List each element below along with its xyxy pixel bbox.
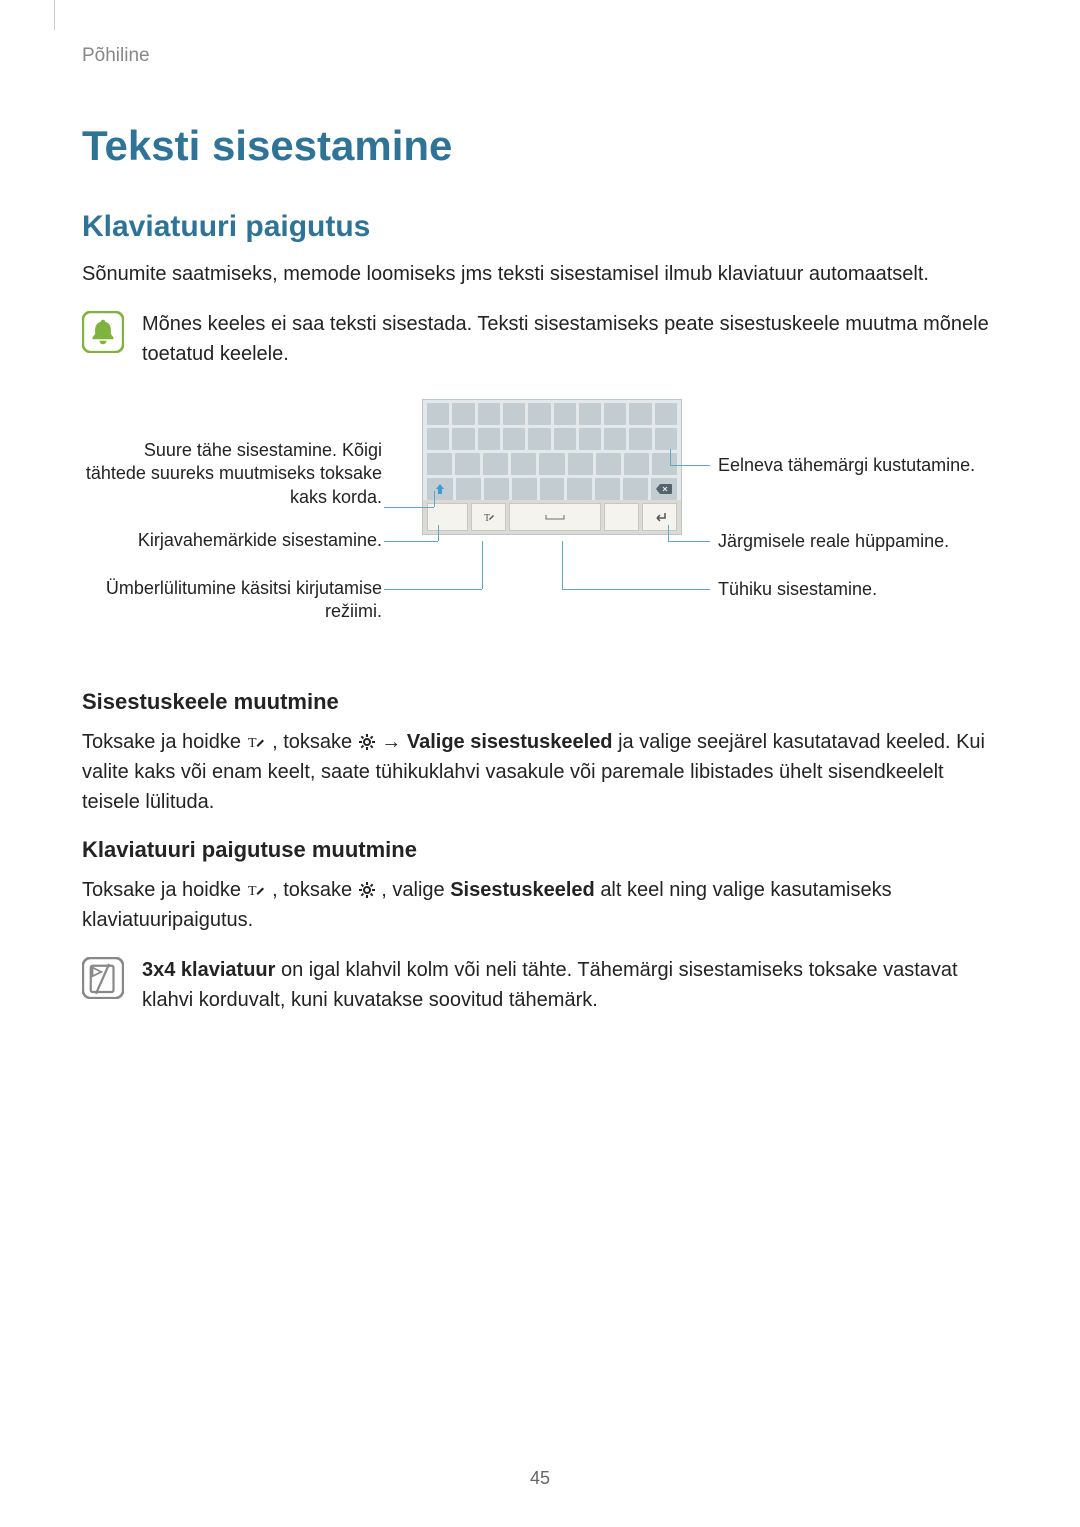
keyboard-key bbox=[554, 428, 576, 450]
keyboard-key bbox=[478, 428, 500, 450]
keyboard-key bbox=[624, 453, 649, 475]
handwriting-icon: T bbox=[247, 733, 267, 751]
text-fragment: , valige bbox=[381, 879, 450, 901]
keyboard-key bbox=[554, 403, 576, 425]
keyboard-key bbox=[512, 478, 537, 500]
callout-line bbox=[384, 507, 434, 508]
keyboard-key bbox=[478, 403, 500, 425]
callout-line bbox=[482, 541, 483, 589]
arrow-icon: → bbox=[381, 731, 407, 753]
page-number: 45 bbox=[0, 1468, 1080, 1489]
keyboard-key bbox=[484, 478, 509, 500]
keyboard-key bbox=[629, 428, 651, 450]
space-key bbox=[509, 503, 601, 531]
callout-line bbox=[668, 541, 710, 542]
callout-enter: Järgmisele reale hüppamine. bbox=[718, 530, 1038, 553]
keyboard-key bbox=[503, 428, 525, 450]
keyboard-key bbox=[579, 403, 601, 425]
callout-line bbox=[668, 525, 669, 541]
page-content: Põhiline Teksti sisestamine Klaviatuuri … bbox=[0, 0, 1080, 1015]
callout-line bbox=[562, 589, 710, 590]
keyboard-key bbox=[655, 428, 677, 450]
keyboard-key bbox=[629, 403, 651, 425]
callout-handwriting: Ümberlülitumine käsitsi kirjutamise reži… bbox=[82, 577, 382, 624]
keyboard-key bbox=[427, 428, 449, 450]
breadcrumb: Põhiline bbox=[82, 45, 998, 67]
subheading-input-language: Sisestuskeele muutmine bbox=[82, 689, 998, 715]
gear-icon bbox=[358, 733, 376, 751]
svg-text:T: T bbox=[484, 513, 490, 524]
backspace-key bbox=[651, 478, 677, 500]
enter-key bbox=[642, 503, 677, 531]
keyboard-key bbox=[596, 453, 621, 475]
function-row: T bbox=[423, 500, 681, 534]
keyboard-key bbox=[503, 403, 525, 425]
callout-backspace: Eelneva tähemärgi kustutamine. bbox=[718, 454, 1038, 477]
keyboard-key bbox=[595, 478, 620, 500]
callout-line bbox=[384, 541, 438, 542]
keyboard-key bbox=[579, 428, 601, 450]
keyboard-key bbox=[604, 428, 626, 450]
handwriting-icon: T bbox=[247, 881, 267, 899]
keyboard-key bbox=[456, 478, 481, 500]
note-text: Mõnes keeles ei saa teksti sisestada. Te… bbox=[142, 309, 998, 369]
keyboard-key bbox=[655, 403, 677, 425]
callout-symbols: Kirjavahemärkide sisestamine. bbox=[82, 529, 382, 552]
text-fragment: , toksake bbox=[272, 731, 358, 753]
note-text: 3x4 klaviatuur on igal klahvil kolm või … bbox=[142, 955, 998, 1015]
svg-text:T: T bbox=[248, 736, 257, 751]
keyboard-key bbox=[604, 403, 626, 425]
paragraph-input-language: Toksake ja hoidke T , toksake → Valige s… bbox=[82, 727, 998, 817]
callout-space: Tühiku sisestamine. bbox=[718, 578, 1038, 601]
callout-line bbox=[562, 541, 563, 589]
keyboard-graphic: T bbox=[422, 399, 682, 535]
svg-text:T: T bbox=[248, 884, 257, 899]
keyboard-key bbox=[511, 453, 536, 475]
keyboard-key bbox=[528, 428, 550, 450]
bold-text: Valige sisestuskeeled bbox=[407, 731, 613, 753]
keyboard-key bbox=[623, 478, 648, 500]
keyboard-key bbox=[452, 403, 474, 425]
keyboard-key bbox=[539, 453, 564, 475]
subheading-layout-change: Klaviatuuri paigutuse muutmine bbox=[82, 837, 998, 863]
margin-indicator bbox=[54, 0, 55, 30]
keyboard-key bbox=[567, 478, 592, 500]
callout-shift: Suure tähe sisestamine. Kõigi tähtede su… bbox=[82, 439, 382, 509]
keyboard-key bbox=[427, 453, 452, 475]
keyboard-key bbox=[652, 453, 677, 475]
keyboard-key bbox=[452, 428, 474, 450]
keyboard-key bbox=[427, 403, 449, 425]
note-language-warning: Mõnes keeles ei saa teksti sisestada. Te… bbox=[82, 309, 998, 369]
bold-text: 3x4 klaviatuur bbox=[142, 959, 275, 981]
intro-paragraph: Sõnumite saatmiseks, memode loomiseks jm… bbox=[82, 259, 998, 289]
text-fragment: Toksake ja hoidke bbox=[82, 879, 247, 901]
paragraph-layout-change: Toksake ja hoidke T , toksake , valige S… bbox=[82, 875, 998, 935]
note-icon bbox=[82, 957, 124, 999]
extra-key bbox=[604, 503, 639, 531]
text-fragment: Toksake ja hoidke bbox=[82, 731, 247, 753]
keyboard-diagram: T Suure tähe sisestamine. Kõigi tähtede … bbox=[82, 399, 998, 659]
keyboard-key bbox=[483, 453, 508, 475]
section-heading-layout: Klaviatuuri paigutus bbox=[82, 210, 998, 244]
handwriting-key: T bbox=[471, 503, 506, 531]
callout-line bbox=[670, 465, 710, 466]
keyboard-key bbox=[540, 478, 565, 500]
gear-icon bbox=[358, 881, 376, 899]
keyboard-key bbox=[528, 403, 550, 425]
keyboard-key bbox=[455, 453, 480, 475]
shift-key bbox=[427, 478, 453, 500]
callout-line bbox=[434, 491, 435, 507]
keyboard-key bbox=[568, 453, 593, 475]
page-title: Teksti sisestamine bbox=[82, 122, 998, 170]
note-3x4-keyboard: 3x4 klaviatuur on igal klahvil kolm või … bbox=[82, 955, 998, 1015]
callout-line bbox=[384, 589, 482, 590]
text-fragment: , toksake bbox=[272, 879, 358, 901]
callout-line bbox=[670, 449, 671, 465]
callout-line bbox=[438, 525, 439, 541]
bold-text: Sisestuskeeled bbox=[450, 879, 595, 901]
bell-icon bbox=[82, 311, 124, 353]
